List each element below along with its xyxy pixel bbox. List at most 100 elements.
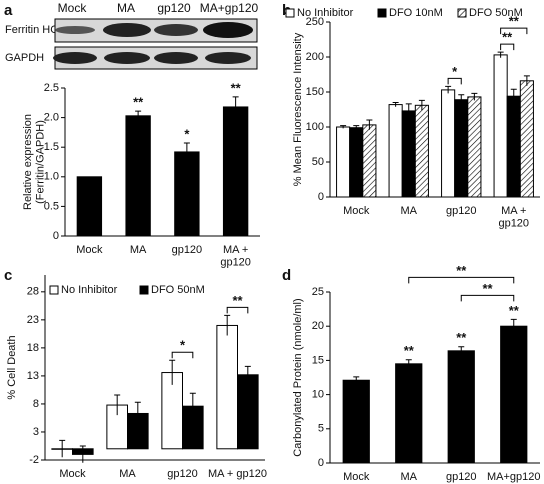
x-tick-label: gp120: [167, 468, 198, 480]
bracket: [500, 43, 515, 51]
x-tick-label: MA + gp120: [220, 244, 251, 269]
y-tick-label: 150: [306, 86, 324, 98]
x-tick-label: gp120: [446, 471, 477, 483]
error-bar: [169, 359, 176, 385]
bar: [222, 106, 249, 237]
error-bar: [135, 110, 142, 121]
error-bar: [232, 96, 239, 118]
error-bar: [405, 359, 412, 368]
bracket-label: **: [232, 293, 243, 308]
error-bar: [405, 103, 412, 118]
y-tick-label: 100: [306, 121, 324, 133]
legend-swatch: [49, 285, 59, 295]
y-axis-title: Carbonylated Protein (nmole/ml): [292, 298, 304, 456]
lane-label: MA: [117, 1, 135, 15]
bar: [388, 104, 403, 198]
band: [205, 52, 251, 64]
error-bar: [497, 51, 504, 58]
y-tick-label: 250: [306, 16, 324, 28]
y-tick-label: 1.0: [44, 171, 59, 183]
x-tick-label: Mock: [343, 471, 370, 483]
bracket-label: *: [180, 338, 186, 353]
band: [104, 52, 150, 64]
bracket: [171, 351, 194, 359]
bar: [401, 110, 416, 198]
legend-label: No Inhibitor: [61, 284, 118, 296]
panel-label: d: [282, 267, 291, 284]
significance: **: [509, 303, 520, 318]
legend-swatch: [139, 285, 149, 295]
bar: [237, 374, 259, 450]
y-tick-label: 0: [318, 191, 324, 203]
y-tick-label: 200: [306, 51, 324, 63]
x-tick-label: MA: [130, 244, 147, 256]
bracket: [408, 276, 515, 284]
y-tick-label: 2.5: [44, 82, 59, 94]
y-tick-label: 0: [318, 457, 324, 469]
y-tick-label: 13: [27, 370, 39, 382]
blot: Mock MA gp120 MA+gp120 Ferritin HC GAPDH: [5, 1, 259, 70]
row-label: Ferritin HC: [5, 24, 58, 36]
error-bar: [353, 376, 360, 384]
bracket: [447, 77, 462, 85]
bar: [342, 379, 370, 464]
bar: [216, 324, 238, 450]
bar: [441, 89, 456, 198]
bar: [467, 96, 482, 198]
significance: **: [456, 330, 467, 345]
x-tick-label: MA: [401, 205, 418, 217]
bar: [395, 363, 423, 464]
y-tick-label: 0.5: [44, 200, 59, 212]
y-tick-label: 1.5: [44, 141, 59, 153]
bracket: [226, 306, 249, 314]
y-tick-label: 50: [312, 156, 324, 168]
error-bar: [523, 75, 530, 86]
bar: [447, 350, 475, 464]
panel-label: c: [4, 267, 12, 284]
error-bar: [510, 88, 517, 104]
y-tick-label: 3: [33, 426, 39, 438]
bracket-label: **: [509, 14, 520, 29]
error-bar: [471, 92, 478, 101]
band: [203, 22, 253, 38]
y-tick-label: 8: [33, 398, 39, 410]
error-bar: [392, 102, 399, 107]
x-tick-label: Mock: [59, 468, 86, 480]
bracket-label: **: [482, 281, 493, 296]
error-bar: [59, 439, 66, 458]
error-bar: [353, 125, 360, 130]
y-axis-title: Relative expression(Ferritin/GAPDH): [22, 114, 47, 210]
legend-swatch: [377, 8, 387, 18]
y-tick-label: -2: [29, 454, 39, 466]
bar: [506, 95, 521, 198]
y-tick-label: 5: [318, 423, 324, 435]
bar: [174, 151, 200, 237]
error-bar: [458, 346, 465, 355]
y-tick-label: 18: [27, 342, 39, 354]
error-bar: [189, 392, 196, 420]
significance: **: [133, 95, 144, 110]
error-bar: [510, 318, 517, 334]
x-tick-label: MA + gp120: [498, 205, 529, 230]
band: [154, 24, 198, 36]
row-label: GAPDH: [5, 52, 44, 64]
y-tick-label: 10: [312, 389, 324, 401]
bar: [500, 325, 528, 464]
legend-label: No Inhibitor: [297, 7, 354, 19]
lane-label: MA+gp120: [200, 1, 259, 15]
error-bar: [366, 119, 373, 130]
y-tick-label: 28: [27, 286, 39, 298]
lane-label: gp120: [157, 1, 191, 15]
legend-swatch: [285, 8, 295, 18]
x-tick-label: MA: [401, 471, 418, 483]
x-tick-label: gp120: [172, 244, 203, 256]
band: [55, 26, 95, 34]
bar: [414, 104, 429, 198]
bracket: [500, 27, 528, 35]
y-axis-title: % Mean Fluorescence Intensity: [292, 32, 304, 186]
bar: [336, 126, 351, 198]
bar: [362, 124, 377, 198]
legend-label: DFO 10nM: [389, 7, 443, 19]
bracket-label: *: [452, 64, 458, 79]
